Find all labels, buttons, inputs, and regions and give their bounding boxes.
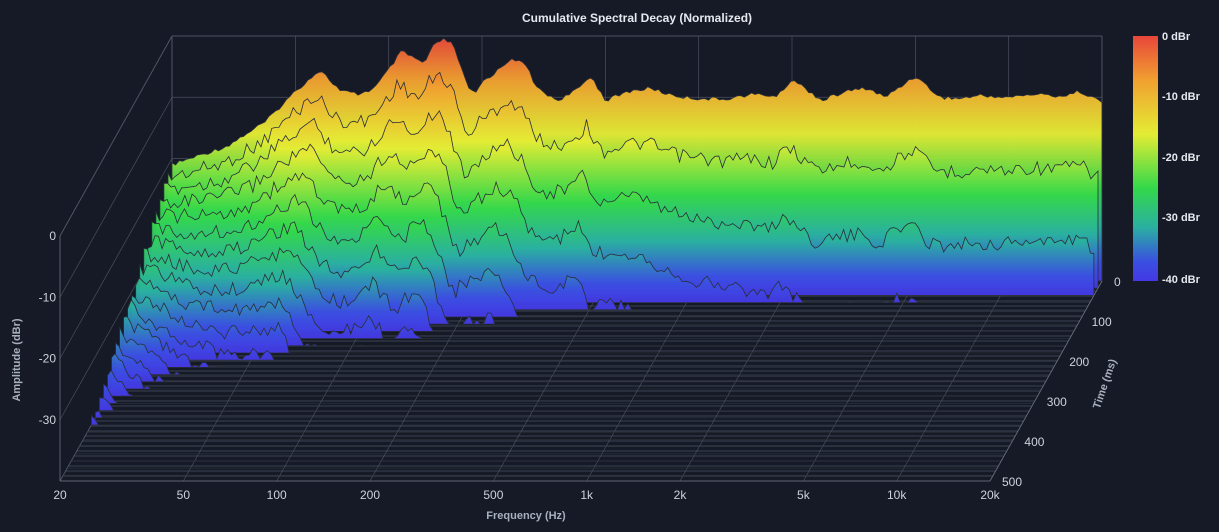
colorbar-label: -40 dBr (1162, 274, 1201, 286)
slice-surface (111, 352, 1042, 390)
slice-surface (103, 383, 1034, 404)
side-wall-gridline (59, 35, 173, 237)
decay-slice (111, 352, 1042, 390)
x-tick-label: 2k (674, 488, 688, 502)
z-tick-label: 300 (1047, 395, 1067, 409)
front-frame (59, 236, 1103, 482)
z-tick-label: 400 (1024, 435, 1044, 449)
slice-surface (131, 294, 1062, 354)
decay-slice (107, 369, 1038, 397)
slice-surface (127, 298, 1058, 361)
y-tick-label: -20 (39, 352, 57, 366)
x-tick-label: 200 (360, 488, 380, 502)
side-wall-gridline (59, 158, 173, 359)
slice-surface (107, 369, 1038, 397)
y-tick-label: -10 (39, 290, 57, 304)
decay-slice (115, 342, 1046, 383)
x-tick-labels: 20 50 100 200 500 1k 2k 5k 10k 20k (53, 488, 1000, 502)
y-tick-label: 0 (49, 229, 56, 243)
decay-slice (103, 383, 1034, 404)
colorbar-label: -30 dBr (1162, 212, 1201, 224)
x-tick-label: 20k (980, 488, 1000, 502)
colorbar-labels: 0 dBr -10 dBr -20 dBr -30 dBr -40 dBr (1162, 31, 1201, 286)
slice-surface (99, 397, 1030, 412)
z-axis-title: Time (ms) (1091, 357, 1119, 410)
slice-surface (143, 247, 1074, 332)
slice-surface (123, 316, 1054, 369)
z-tick-labels: 0 100 200 300 400 500 (1002, 275, 1121, 489)
z-tick-label: 100 (1092, 315, 1112, 329)
decay-slice (91, 414, 1022, 426)
right-bottom-edge (989, 280, 1103, 482)
decay-slices (63, 37, 1103, 476)
x-tick-label: 10k (887, 488, 907, 502)
slice-surface (95, 410, 1026, 419)
y-axis-title: Amplitude (dBr) (11, 318, 23, 401)
x-tick-label: 1k (580, 488, 594, 502)
colorbar-label: 0 dBr (1162, 31, 1191, 43)
colorbar (1133, 36, 1158, 281)
decay-slice (95, 410, 1026, 419)
chart-title: Cumulative Spectral Decay (Normalized) (522, 11, 752, 25)
decay-slice (99, 397, 1030, 412)
slice-surface (119, 326, 1050, 376)
x-tick-label: 5k (797, 488, 811, 502)
x-tick-label: 500 (483, 488, 503, 502)
slice-surface (91, 414, 1022, 426)
x-tick-label: 20 (53, 488, 67, 502)
x-tick-label: 50 (177, 488, 191, 502)
z-tick-label: 0 (1114, 275, 1121, 289)
colorbar-label: -20 dBr (1162, 152, 1201, 164)
colorbar-label: -10 dBr (1162, 91, 1201, 103)
decay-slice (131, 294, 1062, 354)
y-tick-labels: 0 -10 -20 -30 (39, 229, 57, 427)
z-tick-label: 200 (1069, 355, 1089, 369)
y-tick-label: -30 (39, 413, 57, 427)
decay-slice (123, 316, 1054, 369)
slice-surface (115, 342, 1046, 383)
decay-slice (127, 298, 1058, 361)
x-axis-title: Frequency (Hz) (486, 510, 566, 522)
decay-slice (143, 247, 1074, 332)
decay-slice (119, 326, 1050, 376)
z-tick-label: 500 (1002, 475, 1022, 489)
x-tick-label: 100 (267, 488, 287, 502)
side-wall-gridline (59, 97, 173, 298)
